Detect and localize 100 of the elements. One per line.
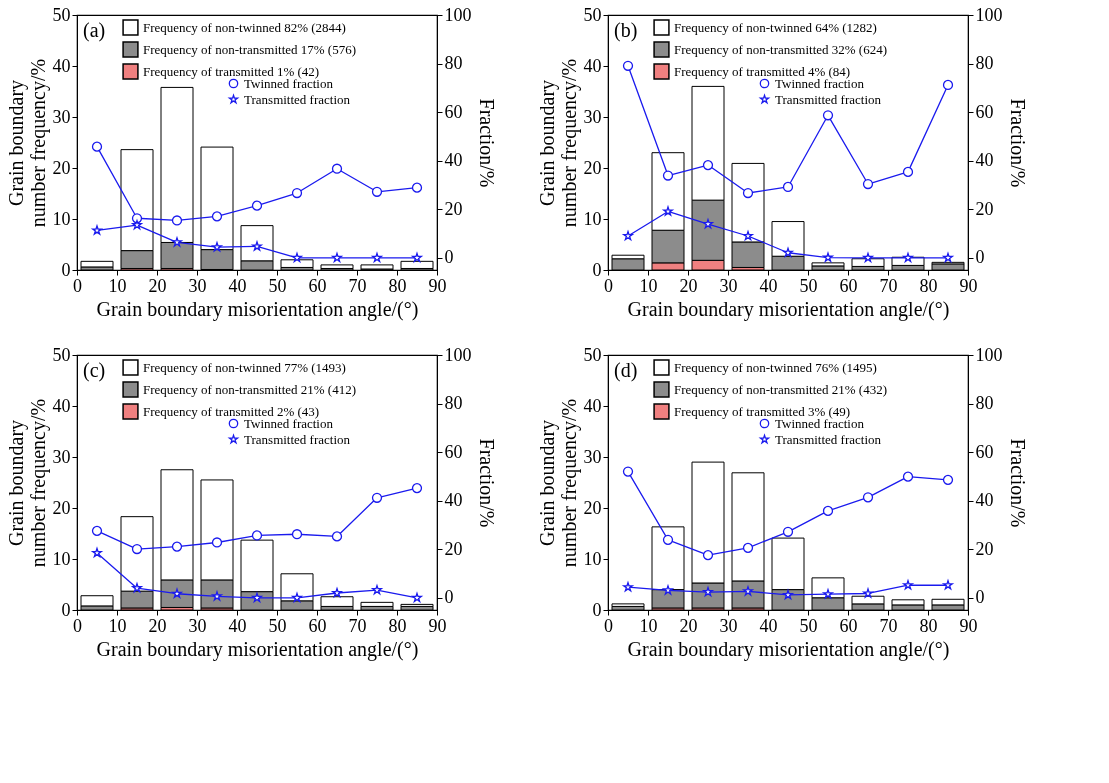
legend-label: Transmitted fraction	[244, 431, 351, 447]
y-axis-title: Grain boundary number frequency/%	[4, 58, 50, 228]
y2-tick-label: 20	[444, 198, 463, 219]
y2-tick-label: 80	[975, 53, 994, 74]
annotation: (d)	[614, 359, 638, 382]
x-tick-label: 60	[308, 615, 327, 636]
x-tick-label: 30	[188, 615, 207, 636]
x-tick-label: 50	[268, 275, 287, 296]
y2-tick-label: 20	[975, 538, 994, 559]
y2-tick-label: 100	[975, 4, 1003, 25]
x-tick-label: 70	[879, 275, 898, 296]
y2-tick-label: 60	[444, 101, 463, 122]
x-tick-label: 90	[428, 615, 447, 636]
y-tick-label: 20	[583, 497, 602, 518]
y2-tick-label: 0	[444, 247, 454, 268]
y-tick-label: 30	[583, 446, 602, 467]
y-tick-label: 0	[61, 259, 71, 280]
annotation: (a)	[83, 19, 106, 42]
y-tick-label: 10	[583, 548, 602, 569]
y-tick-label: 40	[583, 55, 602, 76]
annotation: (b)	[614, 19, 638, 42]
x-tick-label: 80	[919, 275, 938, 296]
x-tick-label: 40	[228, 615, 247, 636]
y-axis-title: Grain boundary number frequency/%	[535, 398, 581, 568]
y-tick-label: 40	[52, 55, 71, 76]
x-tick-label: 10	[108, 275, 127, 296]
legend-label: Frequency of non-transmitted 17% (576)	[143, 41, 357, 57]
legend-label: Transmitted fraction	[244, 91, 351, 107]
y-tick-label: 0	[592, 599, 602, 620]
y2-tick-label: 100	[975, 344, 1003, 365]
y-tick-label: 20	[52, 497, 71, 518]
legend-label: Frequency of non-transmitted 21% (412)	[143, 381, 357, 397]
y2-axis-title: Fraction/%	[1006, 438, 1029, 528]
y2-tick-label: 100	[444, 4, 472, 25]
y2-tick-label: 80	[444, 393, 463, 414]
y2-tick-label: 0	[975, 587, 985, 608]
x-axis-title: Grain boundary misorientation angle/(°)	[627, 637, 950, 661]
y2-tick-label: 80	[444, 53, 463, 74]
y2-tick-label: 40	[444, 490, 463, 511]
x-tick-label: 80	[388, 275, 407, 296]
y-tick-label: 30	[52, 446, 71, 467]
x-tick-label: 30	[719, 615, 738, 636]
y2-tick-label: 0	[444, 587, 454, 608]
y2-tick-label: 40	[975, 150, 994, 171]
x-tick-label: 20	[148, 275, 167, 296]
legend-label: Frequency of non-transmitted 21% (432)	[674, 381, 888, 397]
x-tick-label: 90	[428, 275, 447, 296]
y-axis-title: Grain boundary number frequency/%	[535, 58, 581, 228]
x-tick-label: 30	[719, 275, 738, 296]
y-tick-label: 50	[52, 4, 71, 25]
y2-tick-label: 40	[975, 490, 994, 511]
y-tick-label: 20	[52, 157, 71, 178]
y2-tick-label: 40	[444, 150, 463, 171]
legend-label: Frequency of non-transmitted 32% (624)	[674, 41, 888, 57]
x-tick-label: 40	[228, 275, 247, 296]
y-tick-label: 20	[583, 157, 602, 178]
y2-axis-title: Fraction/%	[475, 98, 498, 188]
y2-axis-title: Fraction/%	[1006, 98, 1029, 188]
y-tick-label: 40	[583, 395, 602, 416]
x-tick-label: 60	[308, 275, 327, 296]
legend-label: Frequency of non-twinned 77% (1493)	[143, 359, 346, 375]
x-tick-label: 20	[679, 615, 698, 636]
x-tick-label: 50	[799, 615, 818, 636]
y-tick-label: 50	[583, 344, 602, 365]
y-tick-label: 30	[583, 106, 602, 127]
x-tick-label: 70	[348, 615, 367, 636]
x-tick-label: 80	[388, 615, 407, 636]
annotation: (c)	[83, 359, 106, 382]
x-axis-title: Grain boundary misorientation angle/(°)	[96, 297, 419, 321]
y-tick-label: 0	[61, 599, 71, 620]
x-tick-label: 40	[759, 615, 778, 636]
x-tick-label: 20	[148, 615, 167, 636]
y2-tick-label: 60	[975, 441, 994, 462]
y-tick-label: 10	[52, 548, 71, 569]
y2-tick-label: 0	[975, 247, 985, 268]
y2-tick-label: 80	[975, 393, 994, 414]
x-tick-label: 30	[188, 275, 207, 296]
y2-tick-label: 20	[975, 198, 994, 219]
x-tick-label: 90	[959, 615, 978, 636]
x-axis-title: Grain boundary misorientation angle/(°)	[96, 637, 419, 661]
x-tick-label: 60	[839, 275, 858, 296]
y2-tick-label: 20	[444, 538, 463, 559]
y2-tick-label: 60	[444, 441, 463, 462]
y-tick-label: 0	[592, 259, 602, 280]
y-tick-label: 50	[52, 344, 71, 365]
y-tick-label: 50	[583, 4, 602, 25]
y-tick-label: 30	[52, 106, 71, 127]
y-tick-label: 10	[52, 208, 71, 229]
x-tick-label: 70	[348, 275, 367, 296]
x-tick-label: 70	[879, 615, 898, 636]
y-tick-label: 40	[52, 395, 71, 416]
x-tick-label: 40	[759, 275, 778, 296]
y-axis-title: Grain boundary number frequency/%	[4, 398, 50, 568]
legend-label: Transmitted fraction	[775, 91, 882, 107]
x-tick-label: 60	[839, 615, 858, 636]
y2-tick-label: 100	[444, 344, 472, 365]
legend-label: Frequency of non-twinned 76% (1495)	[674, 359, 877, 375]
x-tick-label: 10	[639, 275, 658, 296]
x-tick-label: 20	[679, 275, 698, 296]
y2-tick-label: 60	[975, 101, 994, 122]
